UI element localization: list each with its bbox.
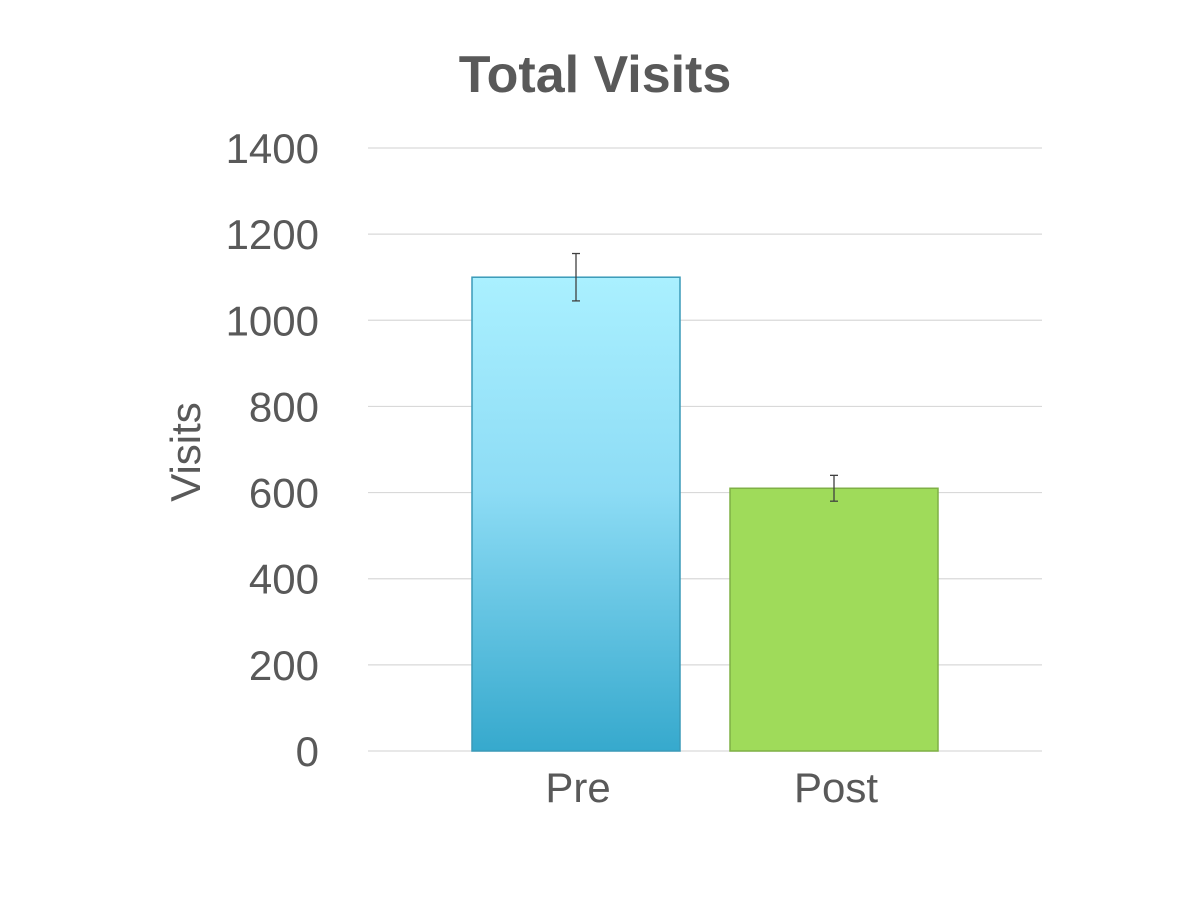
y-tick-label: 1200 [226,211,319,258]
error-bar-post [830,474,838,502]
y-tick-label: 0 [296,728,319,775]
bar-pre [471,276,681,752]
x-tick-label: Post [794,764,878,811]
y-tick-label: 400 [249,556,319,603]
chart-title: Total Visits [459,46,732,104]
y-tick-label: 1400 [226,125,319,172]
x-tick-label: Pre [545,764,610,811]
y-tick-label: 600 [249,470,319,517]
error-bar-pre [572,252,580,302]
y-tick-label: 800 [249,383,319,430]
gridlines [368,147,1042,752]
x-axis-ticks: Pre Post [545,764,878,811]
y-tick-label: 200 [249,642,319,689]
bar-post [729,487,939,752]
bars [471,252,939,752]
y-axis-label: Visits [162,402,209,502]
y-axis-ticks: 0 200 400 600 800 1000 1200 1400 [226,125,319,775]
y-tick-label: 1000 [226,297,319,344]
